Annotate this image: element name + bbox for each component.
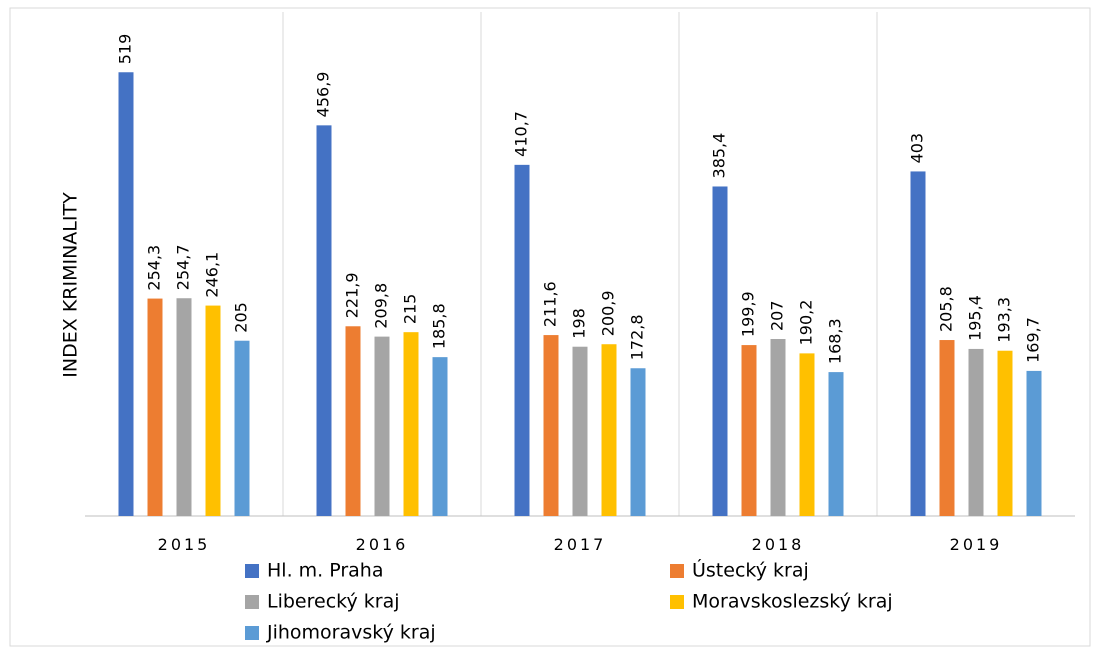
data-label: 185,8 (430, 303, 449, 349)
x-tick-label: 2015 (158, 535, 211, 554)
bar (910, 171, 926, 516)
data-label: 385,4 (710, 133, 729, 179)
legend-label: Liberecký kraj (267, 591, 400, 613)
data-label: 193,3 (995, 297, 1014, 343)
bar (543, 335, 559, 516)
data-label: 254,7 (174, 244, 193, 290)
data-label: 221,9 (343, 272, 362, 318)
bar (770, 339, 786, 516)
x-tick-label: 2019 (950, 535, 1003, 554)
bar (572, 346, 588, 516)
bar (741, 345, 757, 516)
bar (118, 72, 134, 516)
data-label: 456,9 (314, 72, 333, 118)
data-label: 205 (232, 302, 251, 333)
legend-label: Hl. m. Praha (267, 560, 384, 582)
data-label: 195,4 (966, 295, 985, 341)
legend-label: Jihomoravský kraj (266, 622, 436, 644)
data-label: 410,7 (512, 111, 531, 157)
legend-swatch (245, 564, 259, 578)
data-label: 168,3 (826, 318, 845, 364)
bar (374, 336, 390, 516)
data-label: 211,6 (541, 281, 560, 327)
bar (147, 298, 163, 516)
bar (403, 332, 419, 516)
data-label: 254,3 (145, 245, 164, 291)
data-label: 207 (768, 300, 787, 331)
data-label: 246,1 (203, 252, 222, 298)
bar (316, 125, 332, 517)
bar (514, 164, 530, 516)
legend-swatch (245, 626, 259, 640)
bar (205, 305, 221, 516)
bar (939, 340, 955, 516)
data-label: 198 (570, 308, 589, 339)
data-label: 169,7 (1024, 317, 1043, 363)
bar (601, 344, 617, 516)
data-label: 199,9 (739, 291, 758, 337)
bar (1026, 370, 1042, 516)
bar (176, 298, 192, 516)
data-label: 209,8 (372, 283, 391, 329)
bar (968, 348, 984, 516)
bar (712, 186, 728, 516)
bar (234, 340, 250, 516)
data-label: 190,2 (797, 300, 816, 346)
data-label: 403 (908, 133, 927, 164)
bar (799, 353, 815, 516)
legend-swatch (670, 595, 684, 609)
data-label: 519 (116, 34, 135, 65)
x-tick-label: 2016 (356, 535, 409, 554)
legend-label: Ústecký kraj (692, 558, 809, 582)
data-label: 200,9 (599, 290, 618, 336)
bar (345, 326, 361, 516)
data-label: 215 (401, 294, 420, 325)
legend-label: Moravskoslezský kraj (692, 591, 893, 613)
bar (828, 372, 844, 516)
bar (997, 350, 1013, 516)
x-tick-label: 2018 (752, 535, 805, 554)
data-label: 172,8 (628, 314, 647, 360)
legend-swatch (245, 595, 259, 609)
bar (630, 368, 646, 516)
data-label: 205,8 (937, 286, 956, 332)
bar (432, 357, 448, 516)
legend-swatch (670, 564, 684, 578)
x-tick-label: 2017 (554, 535, 607, 554)
y-axis-label: INDEX KRIMINALITY (60, 192, 82, 378)
